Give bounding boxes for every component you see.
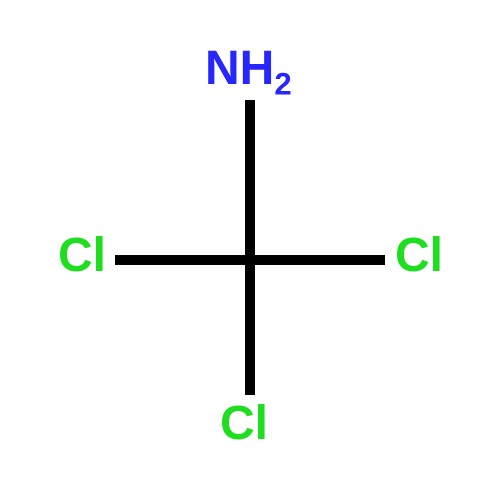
- bond-right: [250, 255, 385, 265]
- molecule-diagram: NH2 Cl Cl Cl: [0, 0, 500, 500]
- atom-cl-left: Cl: [58, 232, 106, 280]
- atom-nh2-sub: 2: [274, 67, 291, 102]
- atom-nh2: NH2: [205, 45, 292, 100]
- atom-cl-bottom-label: Cl: [220, 397, 268, 450]
- atom-cl-left-label: Cl: [58, 229, 106, 282]
- atom-cl-right-label: Cl: [395, 229, 443, 282]
- atom-cl-right: Cl: [395, 232, 443, 280]
- bond-left: [115, 255, 250, 265]
- atom-cl-bottom: Cl: [220, 400, 268, 448]
- atom-nh2-nh: NH: [205, 42, 274, 95]
- bond-top: [245, 100, 255, 260]
- bond-bottom: [245, 260, 255, 395]
